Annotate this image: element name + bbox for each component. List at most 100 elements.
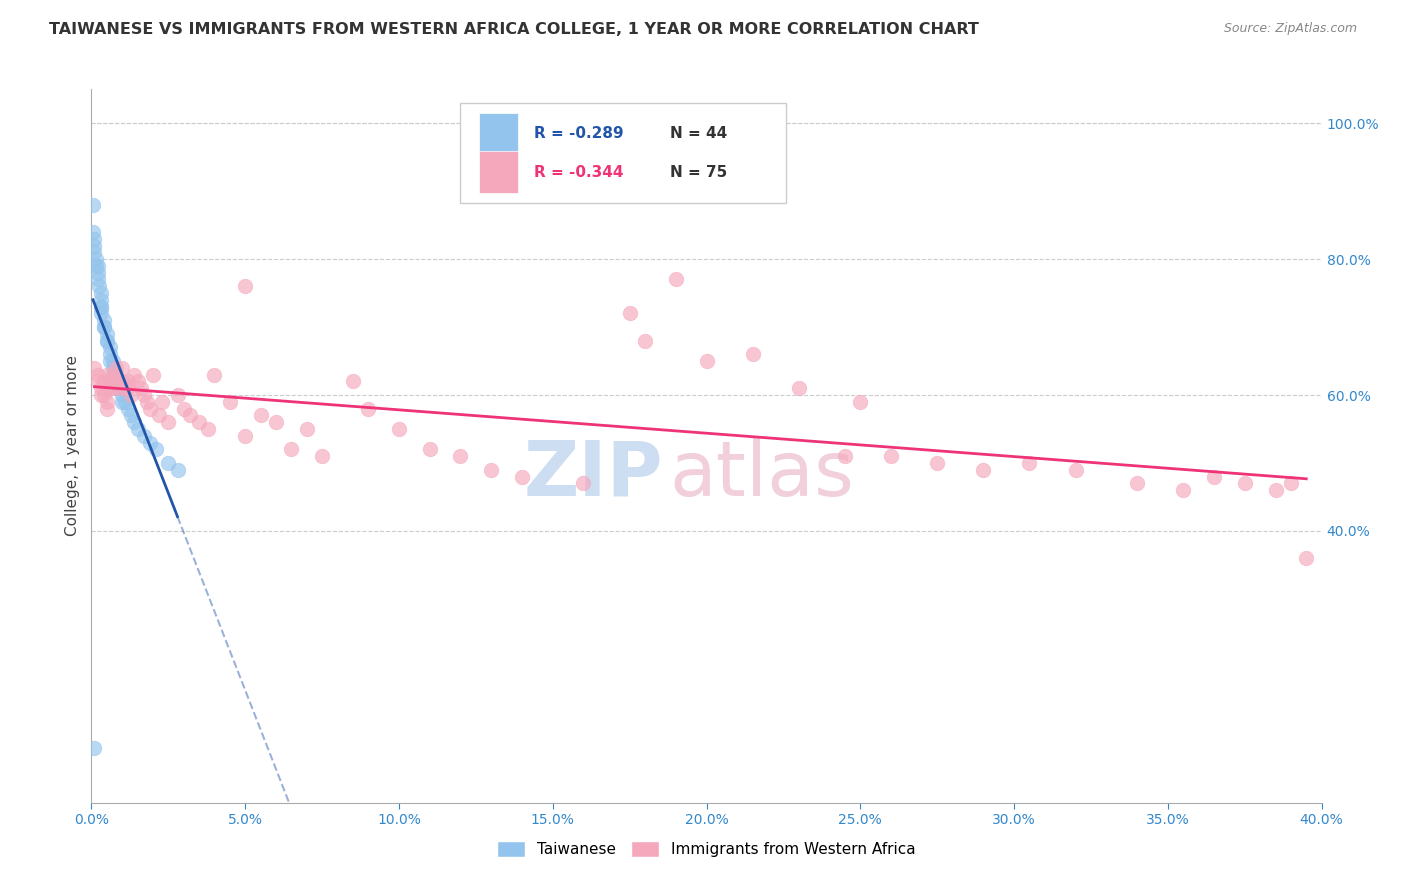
Point bbox=[114, 381, 136, 395]
Point bbox=[150, 394, 173, 409]
Point bbox=[87, 279, 110, 293]
Point bbox=[120, 388, 142, 402]
Point bbox=[84, 252, 107, 266]
Point bbox=[111, 394, 134, 409]
Point bbox=[84, 259, 107, 273]
Point bbox=[108, 381, 131, 395]
Point bbox=[86, 272, 108, 286]
Point bbox=[696, 354, 718, 368]
Point bbox=[83, 238, 105, 252]
Point bbox=[1295, 551, 1317, 566]
Point bbox=[127, 422, 149, 436]
Point bbox=[101, 381, 124, 395]
Point bbox=[148, 409, 170, 423]
Point bbox=[98, 341, 121, 355]
Point bbox=[295, 422, 318, 436]
Text: ZIP: ZIP bbox=[524, 438, 664, 511]
Point bbox=[357, 401, 380, 416]
Legend: Taiwanese, Immigrants from Western Africa: Taiwanese, Immigrants from Western Afric… bbox=[491, 835, 922, 863]
Point bbox=[166, 463, 188, 477]
Point bbox=[619, 306, 641, 320]
Point bbox=[188, 415, 211, 429]
Point bbox=[82, 225, 104, 239]
Point bbox=[1064, 463, 1087, 477]
FancyBboxPatch shape bbox=[479, 112, 519, 155]
Point bbox=[96, 326, 118, 341]
Point bbox=[86, 375, 108, 389]
Text: N = 75: N = 75 bbox=[669, 165, 727, 180]
Point bbox=[132, 388, 155, 402]
Point bbox=[173, 401, 195, 416]
Point bbox=[111, 360, 134, 375]
Point bbox=[132, 429, 155, 443]
Point bbox=[139, 401, 162, 416]
Text: Source: ZipAtlas.com: Source: ZipAtlas.com bbox=[1223, 22, 1357, 36]
Point bbox=[96, 401, 118, 416]
Point bbox=[135, 394, 157, 409]
Point bbox=[98, 347, 121, 361]
Point bbox=[82, 198, 104, 212]
Point bbox=[145, 442, 167, 457]
Point bbox=[342, 375, 364, 389]
Point bbox=[1264, 483, 1286, 498]
Point bbox=[105, 375, 127, 389]
Point bbox=[83, 245, 105, 260]
Point bbox=[665, 272, 688, 286]
Point bbox=[93, 313, 115, 327]
Point bbox=[419, 442, 441, 457]
Point bbox=[139, 435, 162, 450]
Point bbox=[101, 368, 124, 382]
Point bbox=[142, 368, 165, 382]
Text: R = -0.344: R = -0.344 bbox=[534, 165, 624, 180]
Point bbox=[479, 463, 502, 477]
Point bbox=[86, 368, 108, 382]
Point bbox=[120, 409, 142, 423]
Point bbox=[101, 368, 124, 382]
Point bbox=[98, 375, 121, 389]
Point bbox=[124, 415, 146, 429]
Point bbox=[510, 469, 533, 483]
Point bbox=[741, 347, 763, 361]
Point bbox=[105, 375, 127, 389]
Point bbox=[96, 394, 118, 409]
Point bbox=[157, 456, 180, 470]
Point bbox=[388, 422, 411, 436]
Point bbox=[93, 388, 115, 402]
Point bbox=[311, 449, 333, 463]
Point bbox=[96, 334, 118, 348]
Point bbox=[972, 463, 994, 477]
Point bbox=[572, 476, 595, 491]
Point bbox=[90, 306, 112, 320]
Point bbox=[90, 381, 112, 395]
Point bbox=[117, 401, 139, 416]
Point bbox=[157, 415, 180, 429]
Point bbox=[927, 456, 949, 470]
Point bbox=[111, 375, 134, 389]
Point bbox=[117, 381, 139, 395]
Point bbox=[787, 381, 810, 395]
Point bbox=[86, 259, 108, 273]
Point bbox=[108, 381, 131, 395]
Point bbox=[280, 442, 302, 457]
Point bbox=[83, 741, 105, 756]
Point bbox=[233, 279, 256, 293]
Point bbox=[449, 449, 471, 463]
Point bbox=[93, 320, 115, 334]
FancyBboxPatch shape bbox=[479, 151, 519, 193]
Y-axis label: College, 1 year or more: College, 1 year or more bbox=[65, 356, 80, 536]
Point bbox=[96, 368, 118, 382]
Point bbox=[127, 375, 149, 389]
Point bbox=[1173, 483, 1195, 498]
Point bbox=[124, 368, 146, 382]
Point bbox=[101, 354, 124, 368]
Point bbox=[834, 449, 856, 463]
Point bbox=[93, 320, 115, 334]
Point bbox=[105, 381, 127, 395]
Point bbox=[197, 422, 219, 436]
Point bbox=[634, 334, 657, 348]
Point bbox=[98, 354, 121, 368]
Point bbox=[101, 360, 124, 375]
Point bbox=[249, 409, 271, 423]
Point bbox=[264, 415, 287, 429]
Point bbox=[233, 429, 256, 443]
